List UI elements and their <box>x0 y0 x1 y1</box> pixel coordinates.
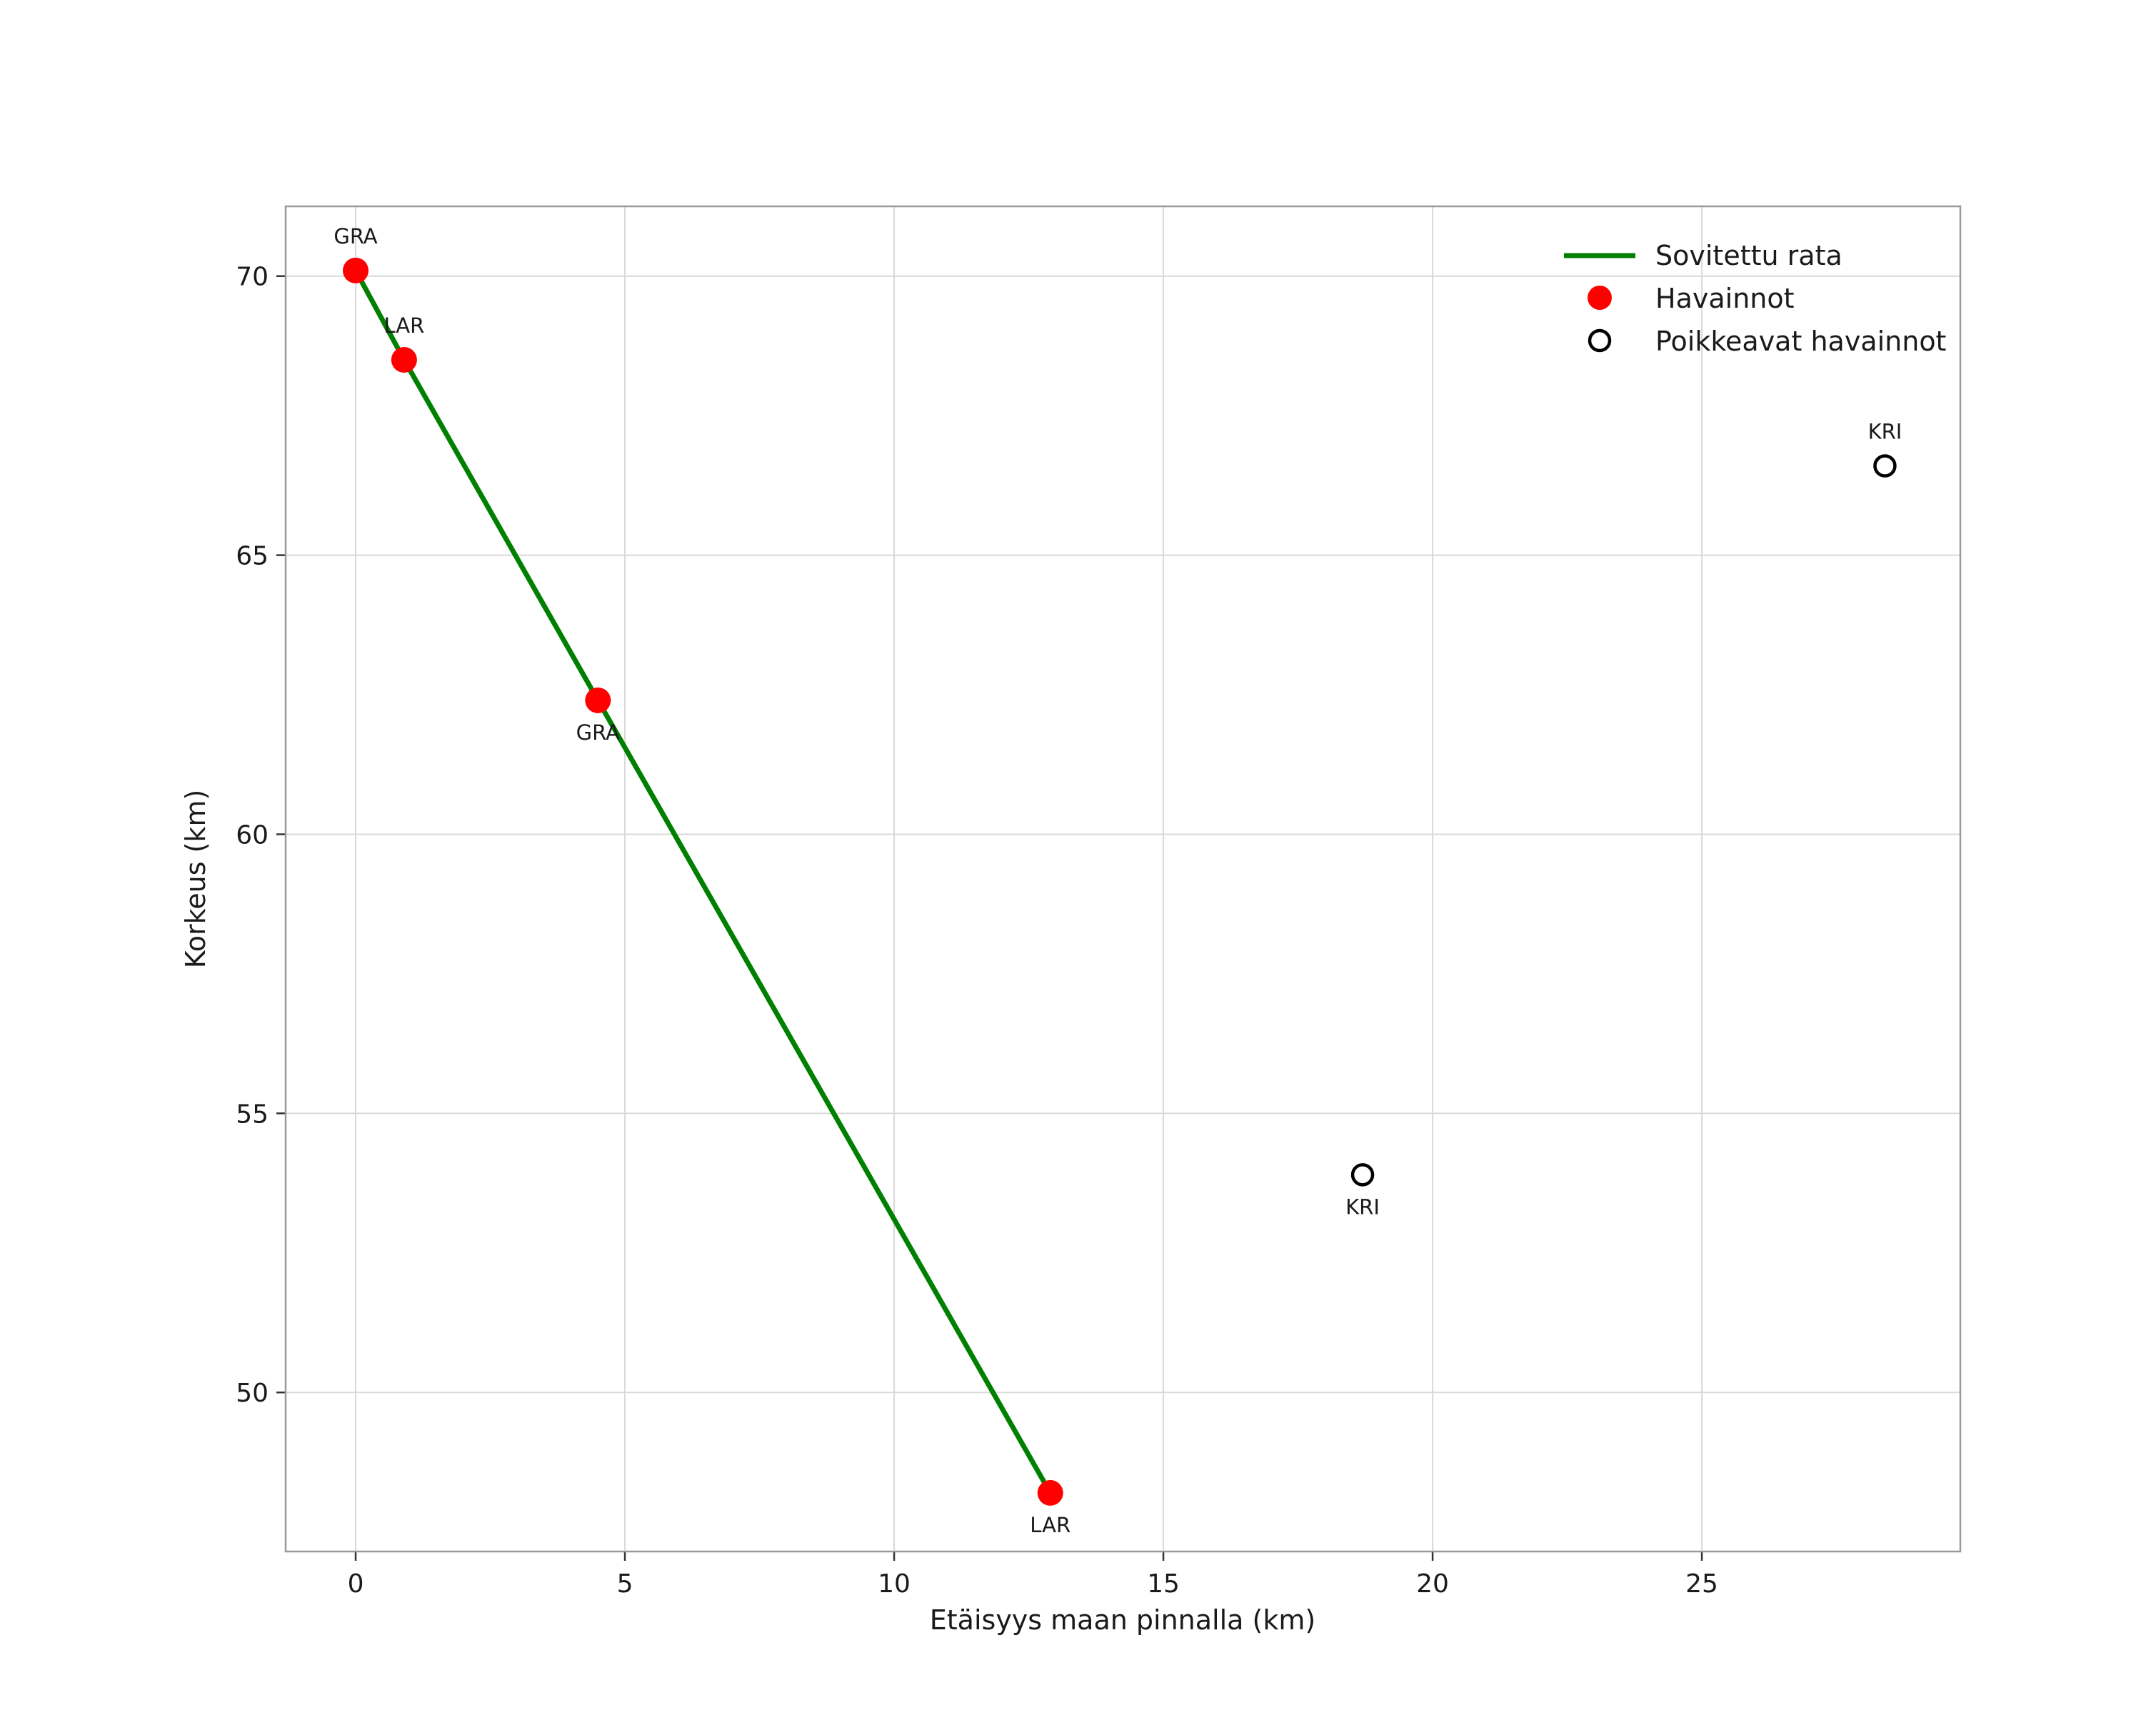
y-tick-label: 70 <box>236 263 269 292</box>
y-tick-label: 50 <box>236 1379 269 1408</box>
point-labels: GRA LAR GRA LAR KRI KRI <box>334 224 1902 1537</box>
point-label: LAR <box>1030 1513 1071 1537</box>
legend-filled-dot-swatch <box>1588 286 1612 310</box>
y-tick-label: 60 <box>236 820 269 850</box>
x-tick-label: 15 <box>1147 1569 1180 1599</box>
y-axis-label: Korkeus (km) <box>180 790 211 969</box>
legend-entry-outliers: Poikkeavat havainnot <box>1588 326 1946 357</box>
observation-point <box>343 257 369 283</box>
point-label: GRA <box>334 224 377 248</box>
y-tick-label: 65 <box>236 542 269 571</box>
point-label: KRI <box>1868 420 1902 444</box>
legend-entry-observations: Havainnot <box>1588 283 1795 314</box>
legend-label: Havainnot <box>1655 283 1795 314</box>
x-tick-label: 10 <box>878 1569 911 1599</box>
data-series <box>343 257 1897 1506</box>
plot-frame <box>284 205 1962 1553</box>
point-label: KRI <box>1345 1195 1380 1219</box>
grid-lines <box>286 206 1960 1552</box>
x-axis-label: Etäisyys maan pinnalla (km) <box>930 1604 1315 1636</box>
observation-point <box>1037 1479 1063 1506</box>
observation-point <box>585 687 611 713</box>
legend-entry-fitted-line: Sovitettu rata <box>1564 240 1842 271</box>
x-tick-label: 0 <box>348 1569 364 1599</box>
legend-open-dot-swatch <box>1588 328 1612 353</box>
point-label: LAR <box>383 313 424 338</box>
legend-label: Poikkeavat havainnot <box>1655 326 1946 357</box>
x-tick-label: 5 <box>617 1569 633 1599</box>
y-tick-label: 55 <box>236 1100 269 1129</box>
legend-label: Sovitettu rata <box>1655 240 1842 271</box>
outlier-point <box>1873 454 1897 478</box>
observation-point <box>391 346 417 373</box>
fitted-line <box>353 268 1053 1496</box>
outlier-point <box>1350 1163 1375 1187</box>
x-tick-label: 20 <box>1416 1569 1449 1599</box>
legend: Sovitettu rata Havainnot Poikkeavat hava… <box>1564 240 1946 357</box>
axis-ticks: 0 5 10 15 20 25 50 55 60 65 70 <box>236 263 1718 1599</box>
x-tick-label: 25 <box>1685 1569 1718 1599</box>
point-label: GRA <box>576 720 620 745</box>
